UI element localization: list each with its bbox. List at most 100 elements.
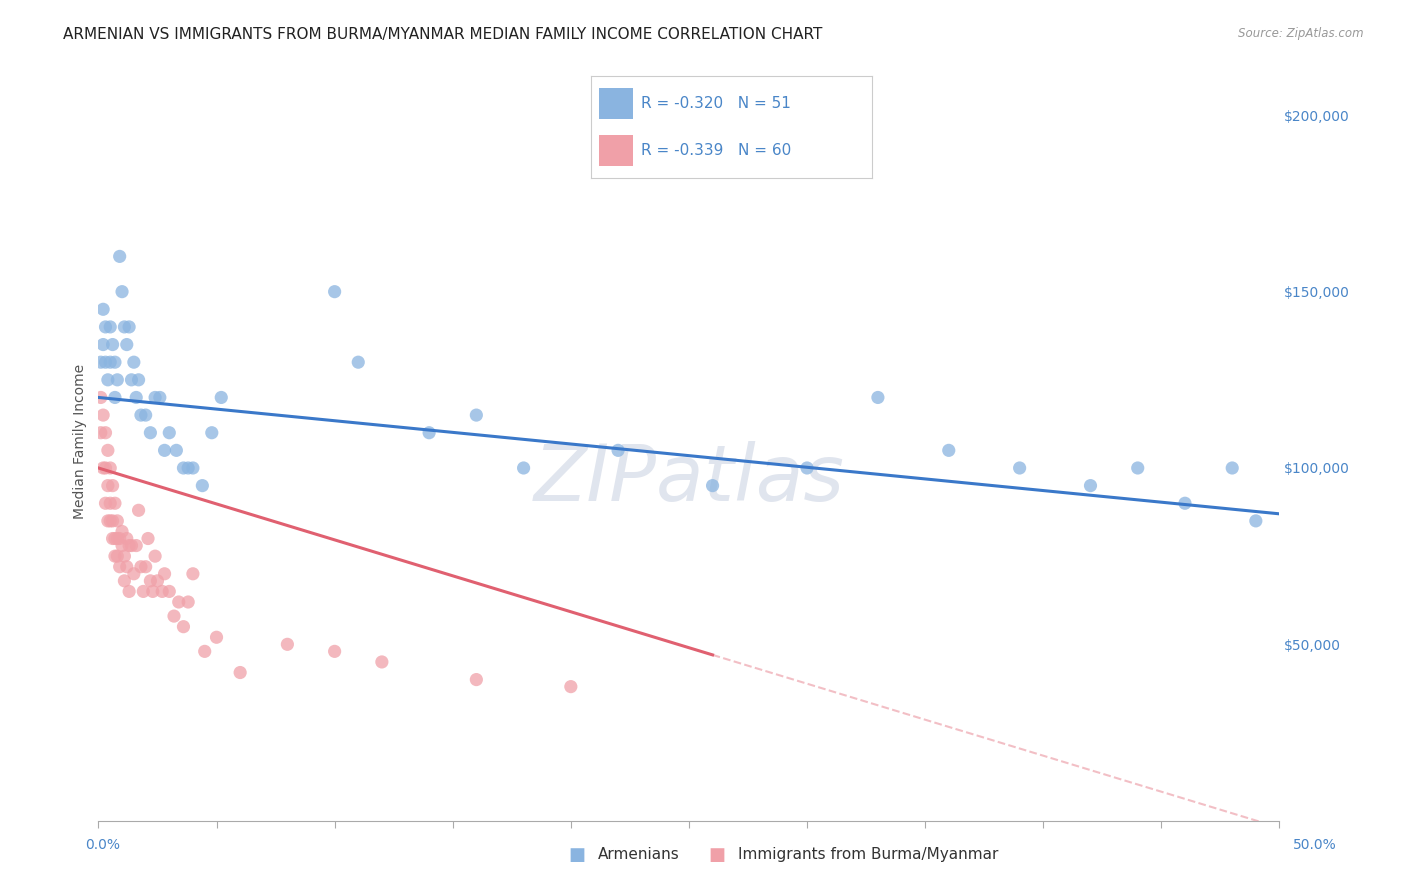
Point (229, 665, 252, 680)
Point (607, 443, 630, 458)
Point (153, 566, 176, 581)
Point (135, 559, 157, 574)
Point (1080, 478, 1102, 492)
Point (104, 496, 127, 510)
Point (128, 373, 150, 387)
Point (91, 461, 114, 475)
Point (115, 337, 138, 351)
Point (323, 644, 346, 658)
Point (111, 524, 134, 539)
Text: 50.0%: 50.0% (1292, 838, 1337, 852)
Point (105, 373, 128, 387)
Text: ARMENIAN VS IMMIGRANTS FROM BURMA/MYANMAR MEDIAN FAMILY INCOME CORRELATION CHART: ARMENIAN VS IMMIGRANTS FROM BURMA/MYANMA… (63, 27, 823, 42)
Point (97, 443, 120, 458)
Point (108, 249, 131, 263)
Point (177, 461, 200, 475)
Point (129, 559, 152, 574)
Point (104, 532, 127, 546)
Point (177, 595, 200, 609)
Point (205, 630, 228, 644)
Point (112, 549, 135, 563)
Point (90, 355, 112, 369)
Text: ■: ■ (709, 846, 725, 863)
Point (94, 496, 117, 510)
Point (201, 425, 224, 440)
Point (194, 644, 217, 658)
Text: 0.0%: 0.0% (86, 838, 120, 852)
Point (146, 574, 169, 588)
Point (149, 391, 172, 405)
Point (111, 285, 134, 299)
Point (94, 355, 117, 369)
Point (150, 584, 173, 599)
Point (101, 532, 124, 546)
Point (105, 532, 128, 546)
Point (172, 461, 194, 475)
Point (121, 373, 143, 387)
Point (118, 320, 141, 334)
Point (112, 320, 135, 334)
Point (866, 391, 889, 405)
Point (105, 549, 128, 563)
Point (122, 566, 145, 581)
Point (167, 595, 190, 609)
Point (165, 443, 187, 458)
Point (796, 461, 818, 475)
Point (104, 549, 127, 563)
Point (97, 373, 120, 387)
Point (157, 584, 180, 599)
Point (135, 408, 157, 422)
Point (98, 320, 121, 334)
Point (115, 559, 138, 574)
Point (1126, 461, 1149, 475)
Point (112, 574, 135, 588)
Point (1220, 461, 1243, 475)
Point (91, 302, 114, 317)
Point (91, 408, 114, 422)
Point (98, 355, 121, 369)
Point (104, 355, 127, 369)
Point (139, 425, 162, 440)
Point (118, 539, 141, 553)
Point (1174, 496, 1197, 510)
Point (94, 425, 117, 440)
Text: ZIPatlas: ZIPatlas (533, 442, 845, 517)
Bar (599, 88, 633, 119)
Text: Armenians: Armenians (598, 847, 679, 862)
Point (97, 478, 120, 492)
Point (121, 539, 143, 553)
Bar (599, 136, 633, 166)
Point (122, 355, 145, 369)
Point (91, 337, 114, 351)
Point (125, 539, 148, 553)
Point (142, 584, 165, 599)
Point (98, 496, 121, 510)
Point (101, 478, 124, 492)
Point (512, 461, 534, 475)
Point (101, 337, 124, 351)
Point (560, 680, 582, 694)
Point (108, 559, 131, 574)
Point (139, 574, 162, 588)
Point (465, 408, 488, 422)
Point (209, 391, 232, 405)
Point (104, 391, 127, 405)
Text: Source: ZipAtlas.com: Source: ZipAtlas.com (1239, 27, 1364, 40)
Point (105, 514, 128, 528)
Point (108, 532, 131, 546)
Text: R = -0.320   N = 51: R = -0.320 N = 51 (641, 96, 792, 111)
Point (323, 285, 346, 299)
Point (1008, 461, 1031, 475)
Point (465, 673, 488, 687)
Point (128, 503, 150, 517)
Point (181, 461, 204, 475)
Point (125, 391, 148, 405)
Point (371, 655, 394, 669)
Text: ■: ■ (568, 846, 585, 863)
Point (136, 532, 159, 546)
Text: R = -0.339   N = 60: R = -0.339 N = 60 (641, 144, 792, 158)
Point (90, 391, 112, 405)
Point (132, 584, 155, 599)
Point (111, 539, 134, 553)
Point (276, 637, 298, 651)
